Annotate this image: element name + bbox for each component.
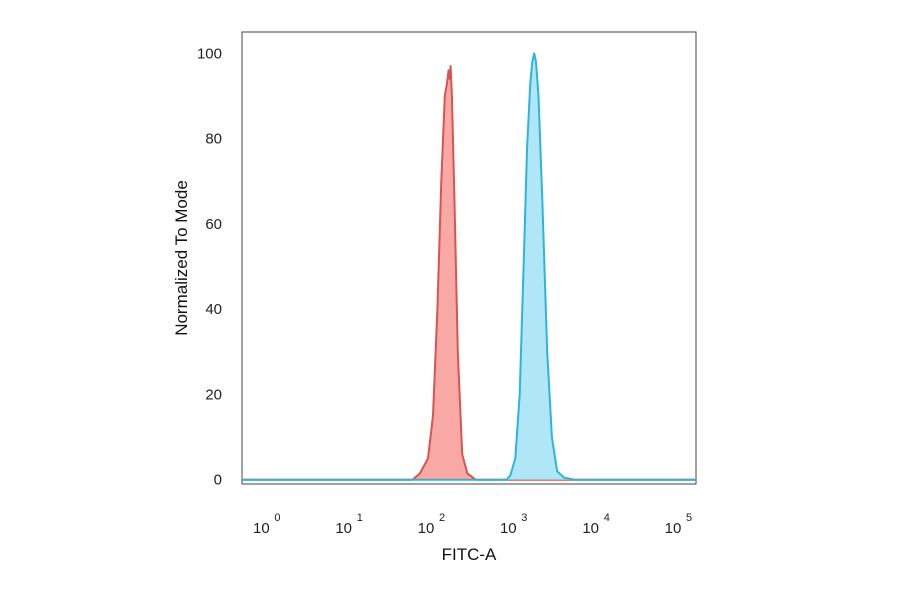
x-axis-label: FITC-A	[442, 545, 497, 564]
x-tick-base: 10	[335, 520, 352, 537]
y-tick-label: 100	[197, 45, 222, 62]
x-tick-base: 10	[500, 520, 517, 537]
x-tick-base: 10	[665, 520, 682, 537]
x-tick-base: 10	[582, 520, 599, 537]
x-tick-exponent: 1	[357, 512, 363, 524]
x-tick-base: 10	[418, 520, 435, 537]
x-tick-labels: 10 0 10 1 10 2 10 3 10 4 10 5	[253, 512, 692, 537]
y-axis-label: Normalized To Mode	[172, 180, 191, 336]
x-tick-exponent: 5	[686, 512, 692, 524]
series-2-line	[242, 52, 696, 481]
y-tick-label: 20	[205, 387, 222, 404]
x-tick-label: 10 0	[253, 512, 280, 537]
plot-frame	[241, 31, 697, 485]
x-tick-label: 10 3	[500, 512, 527, 537]
x-tick-label: 10 4	[582, 512, 609, 537]
x-tick-exponent: 2	[439, 512, 445, 524]
x-tick-label: 10 1	[335, 512, 362, 537]
y-tick-label: 80	[205, 131, 222, 148]
x-tick-exponent: 4	[604, 512, 610, 524]
series-layer	[242, 52, 696, 481]
x-tick-exponent: 3	[521, 512, 527, 524]
x-tick-label: 10 5	[665, 512, 692, 537]
y-tick-label: 40	[205, 301, 222, 318]
y-tick-label: 0	[214, 472, 222, 489]
y-tick-label: 60	[205, 216, 222, 233]
x-tick-exponent: 0	[274, 512, 280, 524]
y-tick-labels: 0 20 40 60 80 100	[197, 45, 222, 488]
x-tick-base: 10	[253, 520, 270, 537]
x-tick-label: 10 2	[418, 512, 445, 537]
